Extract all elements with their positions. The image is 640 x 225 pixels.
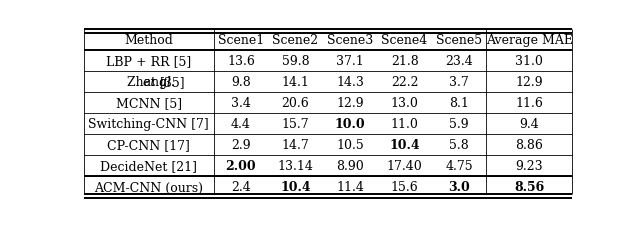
Text: 8.86: 8.86: [515, 139, 543, 152]
Text: Average MAE: Average MAE: [486, 34, 573, 47]
Text: 8.56: 8.56: [514, 181, 545, 194]
Text: CP-CNN [17]: CP-CNN [17]: [108, 139, 190, 152]
Text: 37.1: 37.1: [336, 55, 364, 68]
Text: 12.9: 12.9: [336, 97, 364, 110]
Text: 11.0: 11.0: [390, 118, 419, 130]
Text: 4.4: 4.4: [231, 118, 251, 130]
Text: Switching-CNN [7]: Switching-CNN [7]: [88, 118, 209, 130]
Text: 8.1: 8.1: [449, 97, 469, 110]
Text: Method: Method: [124, 34, 173, 47]
Text: 10.5: 10.5: [336, 139, 364, 152]
Text: 9.8: 9.8: [231, 76, 251, 89]
Text: 20.6: 20.6: [282, 97, 309, 110]
Text: 15.7: 15.7: [282, 118, 309, 130]
Text: 14.3: 14.3: [336, 76, 364, 89]
Text: Scene4: Scene4: [381, 34, 428, 47]
Text: 13.0: 13.0: [390, 97, 419, 110]
Text: 10.4: 10.4: [389, 139, 420, 152]
Text: 9.4: 9.4: [520, 118, 539, 130]
Text: 3.7: 3.7: [449, 76, 469, 89]
Text: 23.4: 23.4: [445, 55, 473, 68]
Text: 5.9: 5.9: [449, 118, 469, 130]
Text: 2.9: 2.9: [231, 139, 251, 152]
Text: Scene3: Scene3: [327, 34, 373, 47]
Text: 5.8: 5.8: [449, 139, 469, 152]
Text: 8.90: 8.90: [336, 160, 364, 173]
Text: 13.6: 13.6: [227, 55, 255, 68]
Text: 4.75: 4.75: [445, 160, 473, 173]
Text: ACM-CNN (ours): ACM-CNN (ours): [94, 181, 204, 194]
Text: MCNN [5]: MCNN [5]: [116, 97, 182, 110]
Text: 10.4: 10.4: [280, 181, 311, 194]
Text: 11.6: 11.6: [515, 97, 543, 110]
Text: 59.8: 59.8: [282, 55, 309, 68]
Text: 2.00: 2.00: [225, 160, 256, 173]
Text: 14.7: 14.7: [282, 139, 309, 152]
Text: [35]: [35]: [160, 76, 186, 89]
Text: 9.23: 9.23: [515, 160, 543, 173]
Text: et al.: et al.: [143, 76, 175, 89]
Text: Scene5: Scene5: [436, 34, 483, 47]
Text: Scene2: Scene2: [273, 34, 319, 47]
Text: Scene1: Scene1: [218, 34, 264, 47]
Text: 2.4: 2.4: [231, 181, 251, 194]
Text: 11.4: 11.4: [336, 181, 364, 194]
Text: 3.0: 3.0: [449, 181, 470, 194]
Text: Zhang: Zhang: [127, 76, 172, 89]
Text: 12.9: 12.9: [515, 76, 543, 89]
Text: DecideNet [21]: DecideNet [21]: [100, 160, 197, 173]
Text: 17.40: 17.40: [387, 160, 422, 173]
Text: 14.1: 14.1: [282, 76, 309, 89]
Text: 31.0: 31.0: [515, 55, 543, 68]
Text: 3.4: 3.4: [231, 97, 251, 110]
Text: 13.14: 13.14: [278, 160, 314, 173]
Text: LBP + RR [5]: LBP + RR [5]: [106, 55, 191, 68]
Text: 10.0: 10.0: [335, 118, 365, 130]
Text: 22.2: 22.2: [391, 76, 419, 89]
Text: 15.6: 15.6: [391, 181, 419, 194]
Text: 21.8: 21.8: [391, 55, 419, 68]
